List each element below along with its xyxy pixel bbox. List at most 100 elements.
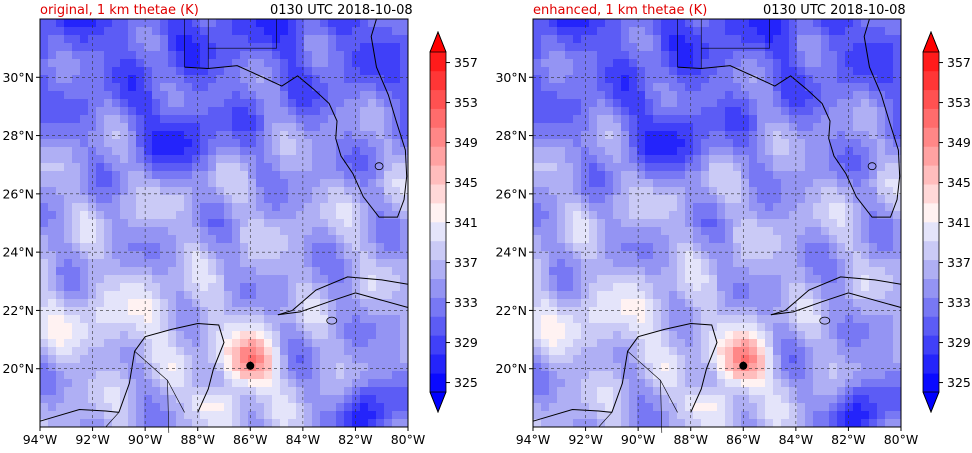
x-tick-label: 92°W <box>75 432 110 447</box>
colorbar-extend-max <box>922 30 940 53</box>
x-tick-label: 82°W <box>831 432 866 447</box>
storm-center-marker <box>246 361 255 370</box>
colorbar-tick-label: 325 <box>454 375 478 390</box>
y-tick-label: 24°N <box>2 245 34 260</box>
y-tick-label: 24°N <box>495 245 527 260</box>
colorbar-segment <box>923 165 939 185</box>
colorbar-segment <box>923 70 939 91</box>
coastline <box>611 323 718 413</box>
colorbar: 325 329 333 337 341 345 349 353 357 <box>429 30 478 414</box>
coastline <box>770 276 902 316</box>
coastline <box>677 18 901 218</box>
coastline <box>277 276 409 316</box>
y-tick-label: 22°N <box>2 303 34 318</box>
colorbar-segment <box>923 52 939 72</box>
right-panel: enhanced, 1 km thetae (K) 0130 UTC 2018-… <box>493 0 972 449</box>
x-tick-label: 88°W <box>180 432 215 447</box>
colorbar-segment <box>923 89 939 109</box>
thetae-field <box>533 19 902 428</box>
colorbar-tick-label: 333 <box>947 295 971 310</box>
colorbar-segment <box>430 203 446 223</box>
colorbar-tick-label: 337 <box>454 255 478 270</box>
colorbar-segment <box>430 127 446 147</box>
thetae-field <box>40 19 409 428</box>
colorbar-tick-label: 349 <box>947 135 971 150</box>
panel-title: enhanced, 1 km thetae (K) <box>533 3 708 18</box>
colorbar-segment <box>923 335 939 355</box>
colorbar-segment <box>430 108 446 128</box>
country-border <box>105 412 120 428</box>
x-tick-label: 86°W <box>233 432 268 447</box>
colorbar-segment <box>923 373 939 393</box>
y-tick-label: 22°N <box>495 303 527 318</box>
colorbar: 325 329 333 337 341 345 349 353 357 <box>922 30 971 414</box>
coastline <box>184 18 408 218</box>
x-tick-label: 88°W <box>673 432 708 447</box>
colorbar-segment <box>430 240 446 261</box>
x-tick-label: 94°W <box>516 432 551 447</box>
x-tick-label: 80°W <box>884 432 919 447</box>
y-tick-label: 30°N <box>2 70 34 85</box>
island-outline <box>326 316 338 325</box>
colorbar-segment <box>923 316 939 336</box>
colorbar-tick-label: 329 <box>947 335 971 350</box>
colorbar-segment <box>923 259 939 279</box>
map-plot: 94°W 92°W 90°W 88°W 86°W 84°W 82°W 80°W 20°N 22°N… <box>2 18 478 447</box>
colorbar-tick-label: 341 <box>947 215 971 230</box>
colorbar-segment <box>430 222 446 242</box>
lake-outline <box>867 162 877 171</box>
colorbar-segment <box>430 52 446 72</box>
y-tick-label: 28°N <box>2 128 34 143</box>
y-tick-label: 26°N <box>495 186 527 201</box>
colorbar-segment <box>430 146 446 166</box>
colorbar-segment <box>430 259 446 279</box>
colorbar-tick-label: 345 <box>454 175 478 190</box>
colorbar-segment <box>430 335 446 355</box>
y-tick-label: 20°N <box>2 361 34 376</box>
colorbar-segment <box>923 146 939 166</box>
colorbar-tick-label: 349 <box>454 135 478 150</box>
colorbar-segment <box>430 297 446 317</box>
colorbar-segment <box>923 203 939 223</box>
x-tick-label: 80°W <box>391 432 426 447</box>
lake-outline <box>374 162 384 171</box>
colorbar-extend-min <box>922 391 940 414</box>
country-border <box>598 412 613 428</box>
coastline <box>118 323 225 413</box>
panel-timestamp: 0130 UTC 2018-10-08 <box>763 3 906 18</box>
y-tick-label: 26°N <box>2 186 34 201</box>
colorbar-tick-label: 329 <box>454 335 478 350</box>
colorbar-tick-label: 337 <box>947 255 971 270</box>
y-tick-label: 20°N <box>495 361 527 376</box>
colorbar-tick-label: 353 <box>454 95 478 110</box>
colorbar-segment <box>923 222 939 242</box>
x-tick-label: 94°W <box>23 432 58 447</box>
colorbar-segment <box>430 373 446 393</box>
colorbar-segment <box>923 297 939 317</box>
x-tick-label: 90°W <box>621 432 656 447</box>
gridlines <box>533 19 901 427</box>
x-tick-label: 82°W <box>338 432 373 447</box>
x-tick-label: 84°W <box>779 432 814 447</box>
colorbar-tick-label: 333 <box>454 295 478 310</box>
y-tick-label: 30°N <box>495 70 527 85</box>
colorbar-segment <box>430 354 446 374</box>
state-border <box>700 19 770 69</box>
colorbar-segment <box>923 127 939 147</box>
coastline <box>770 292 902 316</box>
colorbar-segment <box>430 316 446 336</box>
island-outline <box>819 316 831 325</box>
colorbar-tick-label: 341 <box>454 215 478 230</box>
colorbar-segment <box>430 184 446 204</box>
x-tick-label: 92°W <box>568 432 603 447</box>
storm-center-marker <box>739 361 748 370</box>
panel-title: original, 1 km thetae (K) <box>40 3 199 18</box>
plot-frame <box>39 18 409 428</box>
colorbar-segment <box>923 108 939 128</box>
colorbar-tick-label: 353 <box>947 95 971 110</box>
x-tick-label: 84°W <box>286 432 321 447</box>
gridlines <box>40 19 408 427</box>
colorbar-tick-label: 357 <box>947 55 971 70</box>
left-panel: original, 1 km thetae (K) 0130 UTC 2018-… <box>0 0 486 449</box>
colorbar-segment <box>923 354 939 374</box>
